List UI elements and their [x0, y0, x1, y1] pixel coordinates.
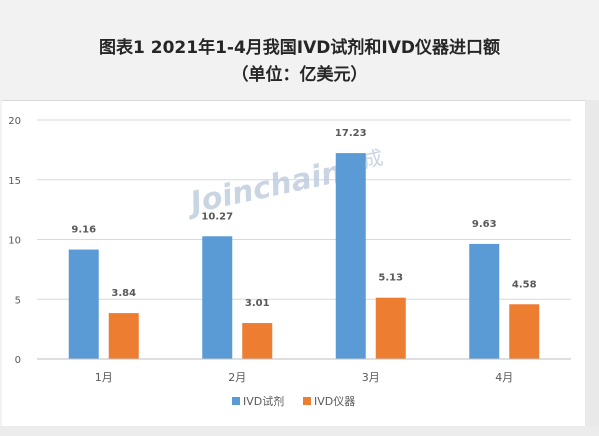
x-tick-label: 1月: [95, 371, 113, 384]
legend-swatch: [303, 397, 311, 405]
x-tick-label: 2月: [228, 371, 246, 384]
data-label: 17.23: [335, 128, 367, 139]
data-label: 3.01: [245, 298, 270, 309]
gridlines: [37, 119, 571, 300]
data-label: 5.13: [378, 273, 403, 284]
bar-reagent: [202, 236, 233, 359]
data-label: 4.58: [512, 279, 537, 290]
data-label: 9.63: [472, 219, 497, 230]
bar-instrument: [242, 323, 273, 359]
y-tick-label: 20: [8, 116, 21, 127]
bar-instrument: [108, 313, 139, 359]
bar-instrument: [509, 304, 540, 359]
legend-label: IVD仪器: [314, 395, 355, 408]
bar-reagent: [335, 153, 366, 359]
y-tick-label: 15: [8, 176, 21, 187]
axes: 0 5 10 15 20 1月 2月 3月 4月: [8, 116, 571, 384]
bar-reagent: [469, 243, 500, 359]
legend: IVD试剂 IVD仪器: [232, 394, 355, 408]
bars: [68, 153, 540, 359]
chart-subtitle: （单位：亿美元）: [231, 65, 368, 85]
x-tick-label: 3月: [362, 371, 380, 384]
chart-header: 图表1 2021年1-4月我国IVD试剂和IVD仪器进口额 （单位：亿美元）: [0, 0, 599, 100]
page-edge-right: [585, 100, 599, 436]
data-label: 3.84: [111, 288, 136, 299]
chart-title: 图表1 2021年1-4月我国IVD试剂和IVD仪器进口额: [99, 38, 500, 58]
page-edge-bottom: [0, 426, 599, 436]
bar-instrument: [375, 297, 406, 359]
legend-swatch: [232, 397, 240, 405]
y-tick-label: 5: [15, 295, 21, 306]
legend-label: IVD试剂: [243, 394, 284, 408]
bar-reagent: [68, 249, 99, 359]
data-label: 9.16: [71, 225, 96, 236]
data-label: 10.27: [201, 211, 233, 222]
y-tick-label: 10: [8, 236, 21, 247]
y-tick-label: 0: [15, 355, 21, 366]
data-labels: 9.16 3.84 10.27 3.01 17.23 5.13 9.63 4.58: [71, 128, 536, 309]
x-tick-label: 4月: [495, 371, 513, 384]
